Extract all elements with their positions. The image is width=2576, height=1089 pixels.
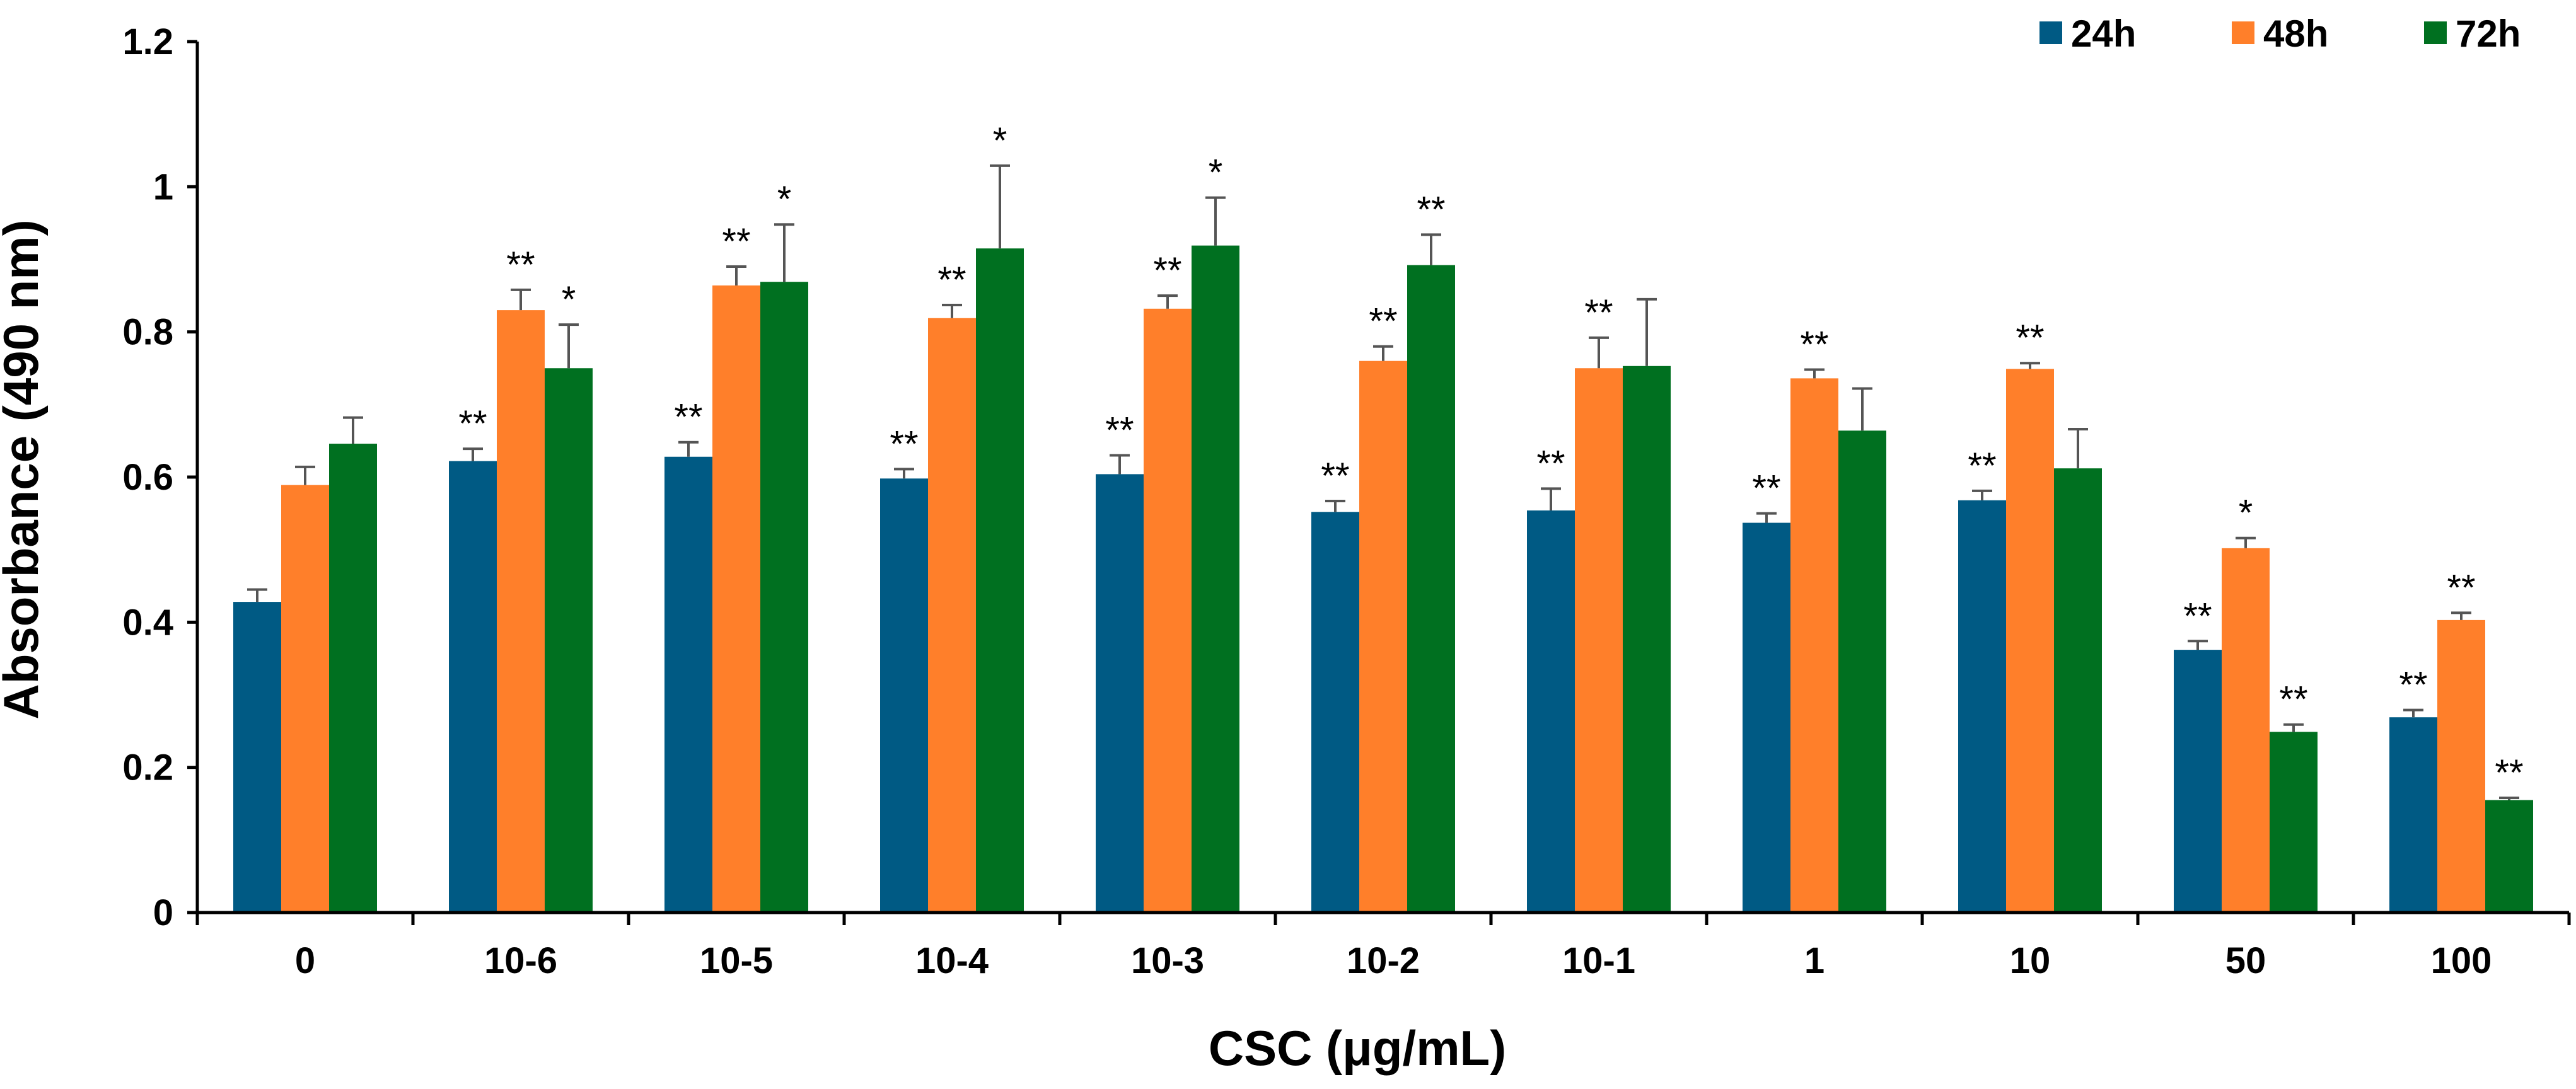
significance-24h-10: ** <box>1968 446 1996 487</box>
legend-label-72h: 72h <box>2456 13 2521 55</box>
significance-72h-10-4: * <box>993 120 1007 161</box>
legend-swatch-72h <box>2424 21 2447 44</box>
bar-24h-50 <box>2174 650 2222 913</box>
significance-48h-10-1: ** <box>1584 292 1613 333</box>
y-tick-label: 1 <box>153 166 173 207</box>
bar-24h-10-4 <box>880 478 928 913</box>
bar-72h-1 <box>1838 430 1886 913</box>
bar-72h-10-3 <box>1192 245 1239 913</box>
significance-24h-10-3: ** <box>1105 410 1134 451</box>
x-tick-label: 10-2 <box>1347 940 1420 981</box>
y-tick-label: 0.2 <box>122 747 173 788</box>
bar-72h-50 <box>2270 732 2318 913</box>
significance-24h-50: ** <box>2183 596 2212 637</box>
bar-72h-10-5 <box>760 282 808 913</box>
axes-layer <box>187 40 2571 925</box>
bar-24h-10-6 <box>449 461 497 913</box>
x-tick-label: 100 <box>2431 940 2492 981</box>
bar-48h-100 <box>2437 619 2485 913</box>
significance-48h-10-6: ** <box>506 245 535 285</box>
significance-48h-10-5: ** <box>722 221 750 262</box>
bar-48h-10-1 <box>1575 368 1623 913</box>
significance-72h-10-5: * <box>777 179 792 220</box>
bar-48h-10-4 <box>928 318 976 913</box>
error-bars-layer <box>247 164 2519 800</box>
bar-24h-10-5 <box>664 456 712 913</box>
y-tick-label: 0.4 <box>122 602 173 643</box>
bar-24h-10 <box>1958 500 2006 913</box>
significance-72h-10-2: ** <box>1417 189 1445 230</box>
x-tick-label: 10-6 <box>484 940 557 981</box>
bar-24h-10-3 <box>1096 474 1144 913</box>
bar-72h-100 <box>2485 800 2533 913</box>
legend-swatch-24h <box>2039 21 2062 44</box>
bar-72h-10-2 <box>1407 265 1455 913</box>
significance-48h-1: ** <box>1800 325 1828 366</box>
tick-labels-layer: 0 10-6 10-5 10-4 10-3 10-2 10-1 1 10 50 100 0 0.2 0.4… <box>122 21 2492 981</box>
bar-48h-50 <box>2222 548 2270 913</box>
bar-48h-1 <box>1790 378 1838 913</box>
legend-swatch-48h <box>2232 21 2254 44</box>
x-tick-label: 10-1 <box>1562 940 1635 981</box>
x-tick-label: 0 <box>295 940 315 981</box>
significance-48h-10: ** <box>2016 318 2044 359</box>
bar-48h-10-6 <box>497 310 545 913</box>
significance-72h-10-6: * <box>562 279 576 320</box>
bar-72h-10-6 <box>545 368 593 913</box>
bar-48h-10-2 <box>1359 360 1407 913</box>
significance-24h-10-4: ** <box>890 424 918 464</box>
bar-24h-1 <box>1743 522 1790 913</box>
bar-72h-0 <box>329 444 377 913</box>
bar-48h-10-5 <box>712 285 760 913</box>
significance-24h-10-6: ** <box>458 403 487 444</box>
legend-label-24h: 24h <box>2071 13 2136 55</box>
legend-label-48h: 48h <box>2263 13 2328 55</box>
bar-48h-10-3 <box>1144 308 1192 913</box>
x-axis-title: CSC (μg/mL) <box>1209 1020 1506 1076</box>
x-tick-label: 10-3 <box>1131 940 1204 981</box>
significance-72h-50: ** <box>2279 679 2307 720</box>
significance-24h-10-1: ** <box>1536 443 1565 484</box>
x-tick-label: 10 <box>2010 940 2051 981</box>
legend: 24h 48h 72h <box>2039 13 2521 55</box>
significance-24h-100: ** <box>2399 665 2427 706</box>
x-tick-label: 10-4 <box>915 940 989 981</box>
bar-24h-10-2 <box>1311 512 1359 913</box>
bar-72h-10 <box>2054 468 2102 913</box>
significance-48h-50: * <box>2239 493 2253 534</box>
significance-72h-10-3: * <box>1209 153 1223 193</box>
significance-24h-10-5: ** <box>674 397 702 438</box>
x-tick-label: 1 <box>1804 940 1825 981</box>
bar-24h-100 <box>2389 717 2437 913</box>
bar-72h-10-4 <box>976 248 1024 913</box>
y-tick-label: 0.6 <box>122 457 173 498</box>
bar-48h-0 <box>281 485 329 913</box>
x-tick-label: 10-5 <box>700 940 773 981</box>
significance-24h-10-2: ** <box>1321 456 1349 497</box>
x-tick-label: 50 <box>2225 940 2266 981</box>
bar-24h-0 <box>233 602 281 913</box>
significance-labels-layer: ****************************************… <box>458 120 2523 793</box>
bar-72h-10-1 <box>1623 366 1671 913</box>
y-tick-label: 0 <box>153 892 173 933</box>
significance-24h-1: ** <box>1752 468 1780 509</box>
significance-48h-10-2: ** <box>1369 301 1397 342</box>
significance-48h-10-4: ** <box>937 260 966 301</box>
bar-24h-10-1 <box>1527 510 1575 913</box>
significance-48h-100: ** <box>2447 567 2475 608</box>
y-tick-label: 1.2 <box>122 21 173 62</box>
significance-48h-10-3: ** <box>1153 250 1181 291</box>
y-axis-title: Absorbance (490 nm) <box>0 219 49 719</box>
bars-layer <box>233 245 2533 913</box>
significance-72h-100: ** <box>2495 752 2523 793</box>
y-tick-label: 0.8 <box>122 312 173 353</box>
bar-48h-10 <box>2006 369 2054 913</box>
